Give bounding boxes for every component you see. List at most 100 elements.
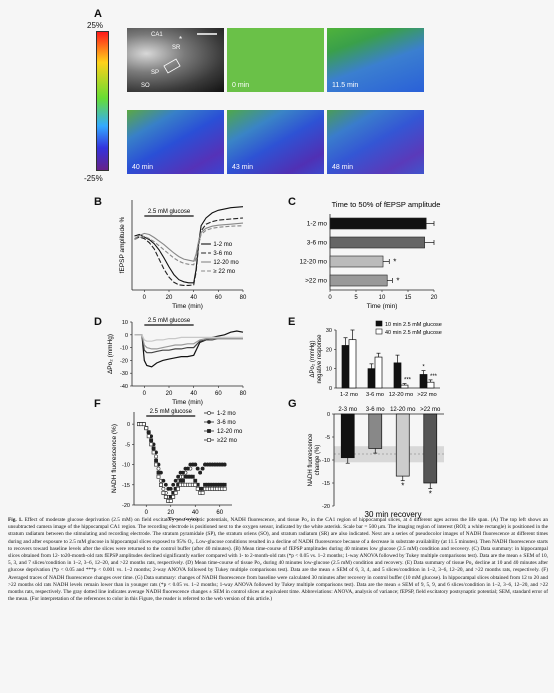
b-x-tick-label: 80 xyxy=(240,295,247,301)
f-point-2-4 xyxy=(146,430,151,435)
figure-charts: 0 20 40 60 80 Time (min) fEPSP amplitude % 2.5 … xyxy=(107,200,444,520)
b-series-line-0 xyxy=(134,206,244,284)
c-cat-label-0: 1-2 mo xyxy=(307,221,328,228)
f-point-1-24 xyxy=(195,466,200,471)
d-y-tick-label: 0 xyxy=(125,333,128,339)
f-point-3-23 xyxy=(193,482,198,487)
f-point-3-11 xyxy=(163,495,168,499)
f-point-3-6 xyxy=(151,450,156,455)
g-x-label: 30 min recovery xyxy=(365,510,422,519)
panel-label-c: C xyxy=(288,196,296,208)
f-point-0-8 xyxy=(156,466,161,471)
f-point-1-14 xyxy=(171,482,176,487)
d-y-label: ΔPo₂ (mmHg) xyxy=(107,334,114,374)
f-point-3-10 xyxy=(161,490,166,495)
g-bar-1 xyxy=(368,413,383,449)
figure-label: Fig. 1. xyxy=(8,517,23,523)
e-bar-0-1 xyxy=(367,368,376,389)
e-legend-label-1: 40 min 2.5 mM glucose xyxy=(385,330,442,336)
f-legend-label-1: 3-6 mo xyxy=(217,420,236,426)
f-point-2-35 xyxy=(222,482,227,487)
f-point-3-13 xyxy=(168,499,173,503)
e-legend-swatch-1 xyxy=(375,328,383,335)
f-point-3-15 xyxy=(173,490,178,495)
f-point-1-10 xyxy=(161,478,166,483)
c-sig-2: * xyxy=(393,258,396,267)
c-x-tick-label: 15 xyxy=(405,295,412,301)
g-sig-3: * xyxy=(429,490,432,499)
b-glucose-label: 2.5 mM glucose xyxy=(148,209,191,215)
micrograph-48min: 48 min xyxy=(327,110,424,174)
d-x-tick-label: 60 xyxy=(215,391,222,397)
g-cat-label-3: >22 mo xyxy=(420,407,441,413)
g-bar-2 xyxy=(395,413,410,477)
f-point-2-22 xyxy=(190,474,195,479)
f-point-1-15 xyxy=(173,478,178,483)
panel-label-d: D xyxy=(94,316,102,328)
f-point-3-24 xyxy=(195,486,200,491)
e-sig-0-3: * xyxy=(422,365,425,371)
c-x-tick-label: 10 xyxy=(379,295,386,301)
f-point-0-10 xyxy=(161,486,166,491)
g-cat-label-2: 12-20 mo xyxy=(390,407,416,413)
f-point-2-23 xyxy=(193,478,198,483)
micrograph-43min: 43 min xyxy=(227,110,324,174)
f-legend-label-2: 12-20 mo xyxy=(217,429,243,435)
label-ca1: CA1 xyxy=(151,32,163,38)
label-sr: SR xyxy=(172,45,181,51)
f-y-tick-label: -20 xyxy=(122,503,130,509)
f-point-3-26 xyxy=(200,490,205,495)
f-point-3-7 xyxy=(154,462,158,467)
e-y-tick-label: 0 xyxy=(329,386,332,392)
panel-label-g: G xyxy=(288,398,297,410)
e-cat-label-2: 12-20 mo xyxy=(389,392,414,398)
time-label-0min: 0 min xyxy=(232,82,250,89)
c-cat-label-3: >22 mo xyxy=(305,278,327,285)
e-y-tick-label: 10 xyxy=(326,367,332,373)
label-so: SO xyxy=(141,83,150,89)
d-series-line-0 xyxy=(134,330,244,368)
b-legend-label-2: 12-20 mo xyxy=(213,260,239,266)
e-y-tick-label: 30 xyxy=(326,328,332,334)
d-series-line-3 xyxy=(134,334,243,342)
f-legend-label-3: ≥22 mo xyxy=(217,438,238,444)
f-legend-marker-0 xyxy=(207,411,211,415)
colorbar xyxy=(96,31,109,171)
micrograph-camera: * CA1 SR SP SO xyxy=(127,28,224,92)
f-point-3-14 xyxy=(171,495,176,499)
e-sig-1-3: *** xyxy=(430,374,438,380)
f-point-1-23 xyxy=(193,462,198,467)
colorbar-bottom-label: -25% xyxy=(84,174,103,183)
f-x-label: Time (min) xyxy=(168,517,199,520)
c-x-tick-label: 0 xyxy=(328,295,332,301)
panel-label-f: F xyxy=(94,398,101,410)
b-x-label: Time (min) xyxy=(172,303,203,310)
b-legend-label-3: ≥ 22 mo xyxy=(213,269,235,275)
b-x-tick-label: 40 xyxy=(190,295,197,301)
caption-text: Effect of moderate glucose deprivation (… xyxy=(8,517,548,603)
b-x-tick-label: 60 xyxy=(215,295,222,301)
panel-label-b: B xyxy=(94,196,102,208)
panel-label-e: E xyxy=(288,316,296,328)
b-series-line-1 xyxy=(134,217,244,286)
e-bar-0-2 xyxy=(393,362,402,389)
e-y-label: ΔPo₂ (mmHg)negative response xyxy=(310,334,323,384)
f-point-3-16 xyxy=(176,486,181,491)
e-cat-label-3: >22 mo xyxy=(417,392,437,398)
f-y-label: NADH fluorescence (%) xyxy=(111,424,118,493)
g-bar-3 xyxy=(423,413,438,484)
d-y-tick-label: 10 xyxy=(122,320,128,326)
d-x-tick-label: 20 xyxy=(166,391,173,397)
e-bar-1-0 xyxy=(348,339,357,389)
g-cat-label-1: 3-6 mo xyxy=(366,407,385,413)
f-legend-marker-2 xyxy=(207,429,211,433)
e-bar-0-0 xyxy=(341,345,350,389)
f-point-1-26 xyxy=(200,466,205,471)
f-point-2-7 xyxy=(154,458,158,463)
c-x-label: Time (min) xyxy=(367,303,398,310)
f-x-tick-label: 40 xyxy=(192,510,199,516)
e-legend-swatch-0 xyxy=(375,320,383,327)
panel-label-a: A xyxy=(94,8,102,20)
c-bar-0 xyxy=(329,217,427,230)
f-legend-label-0: 1-2 mo xyxy=(217,411,236,417)
